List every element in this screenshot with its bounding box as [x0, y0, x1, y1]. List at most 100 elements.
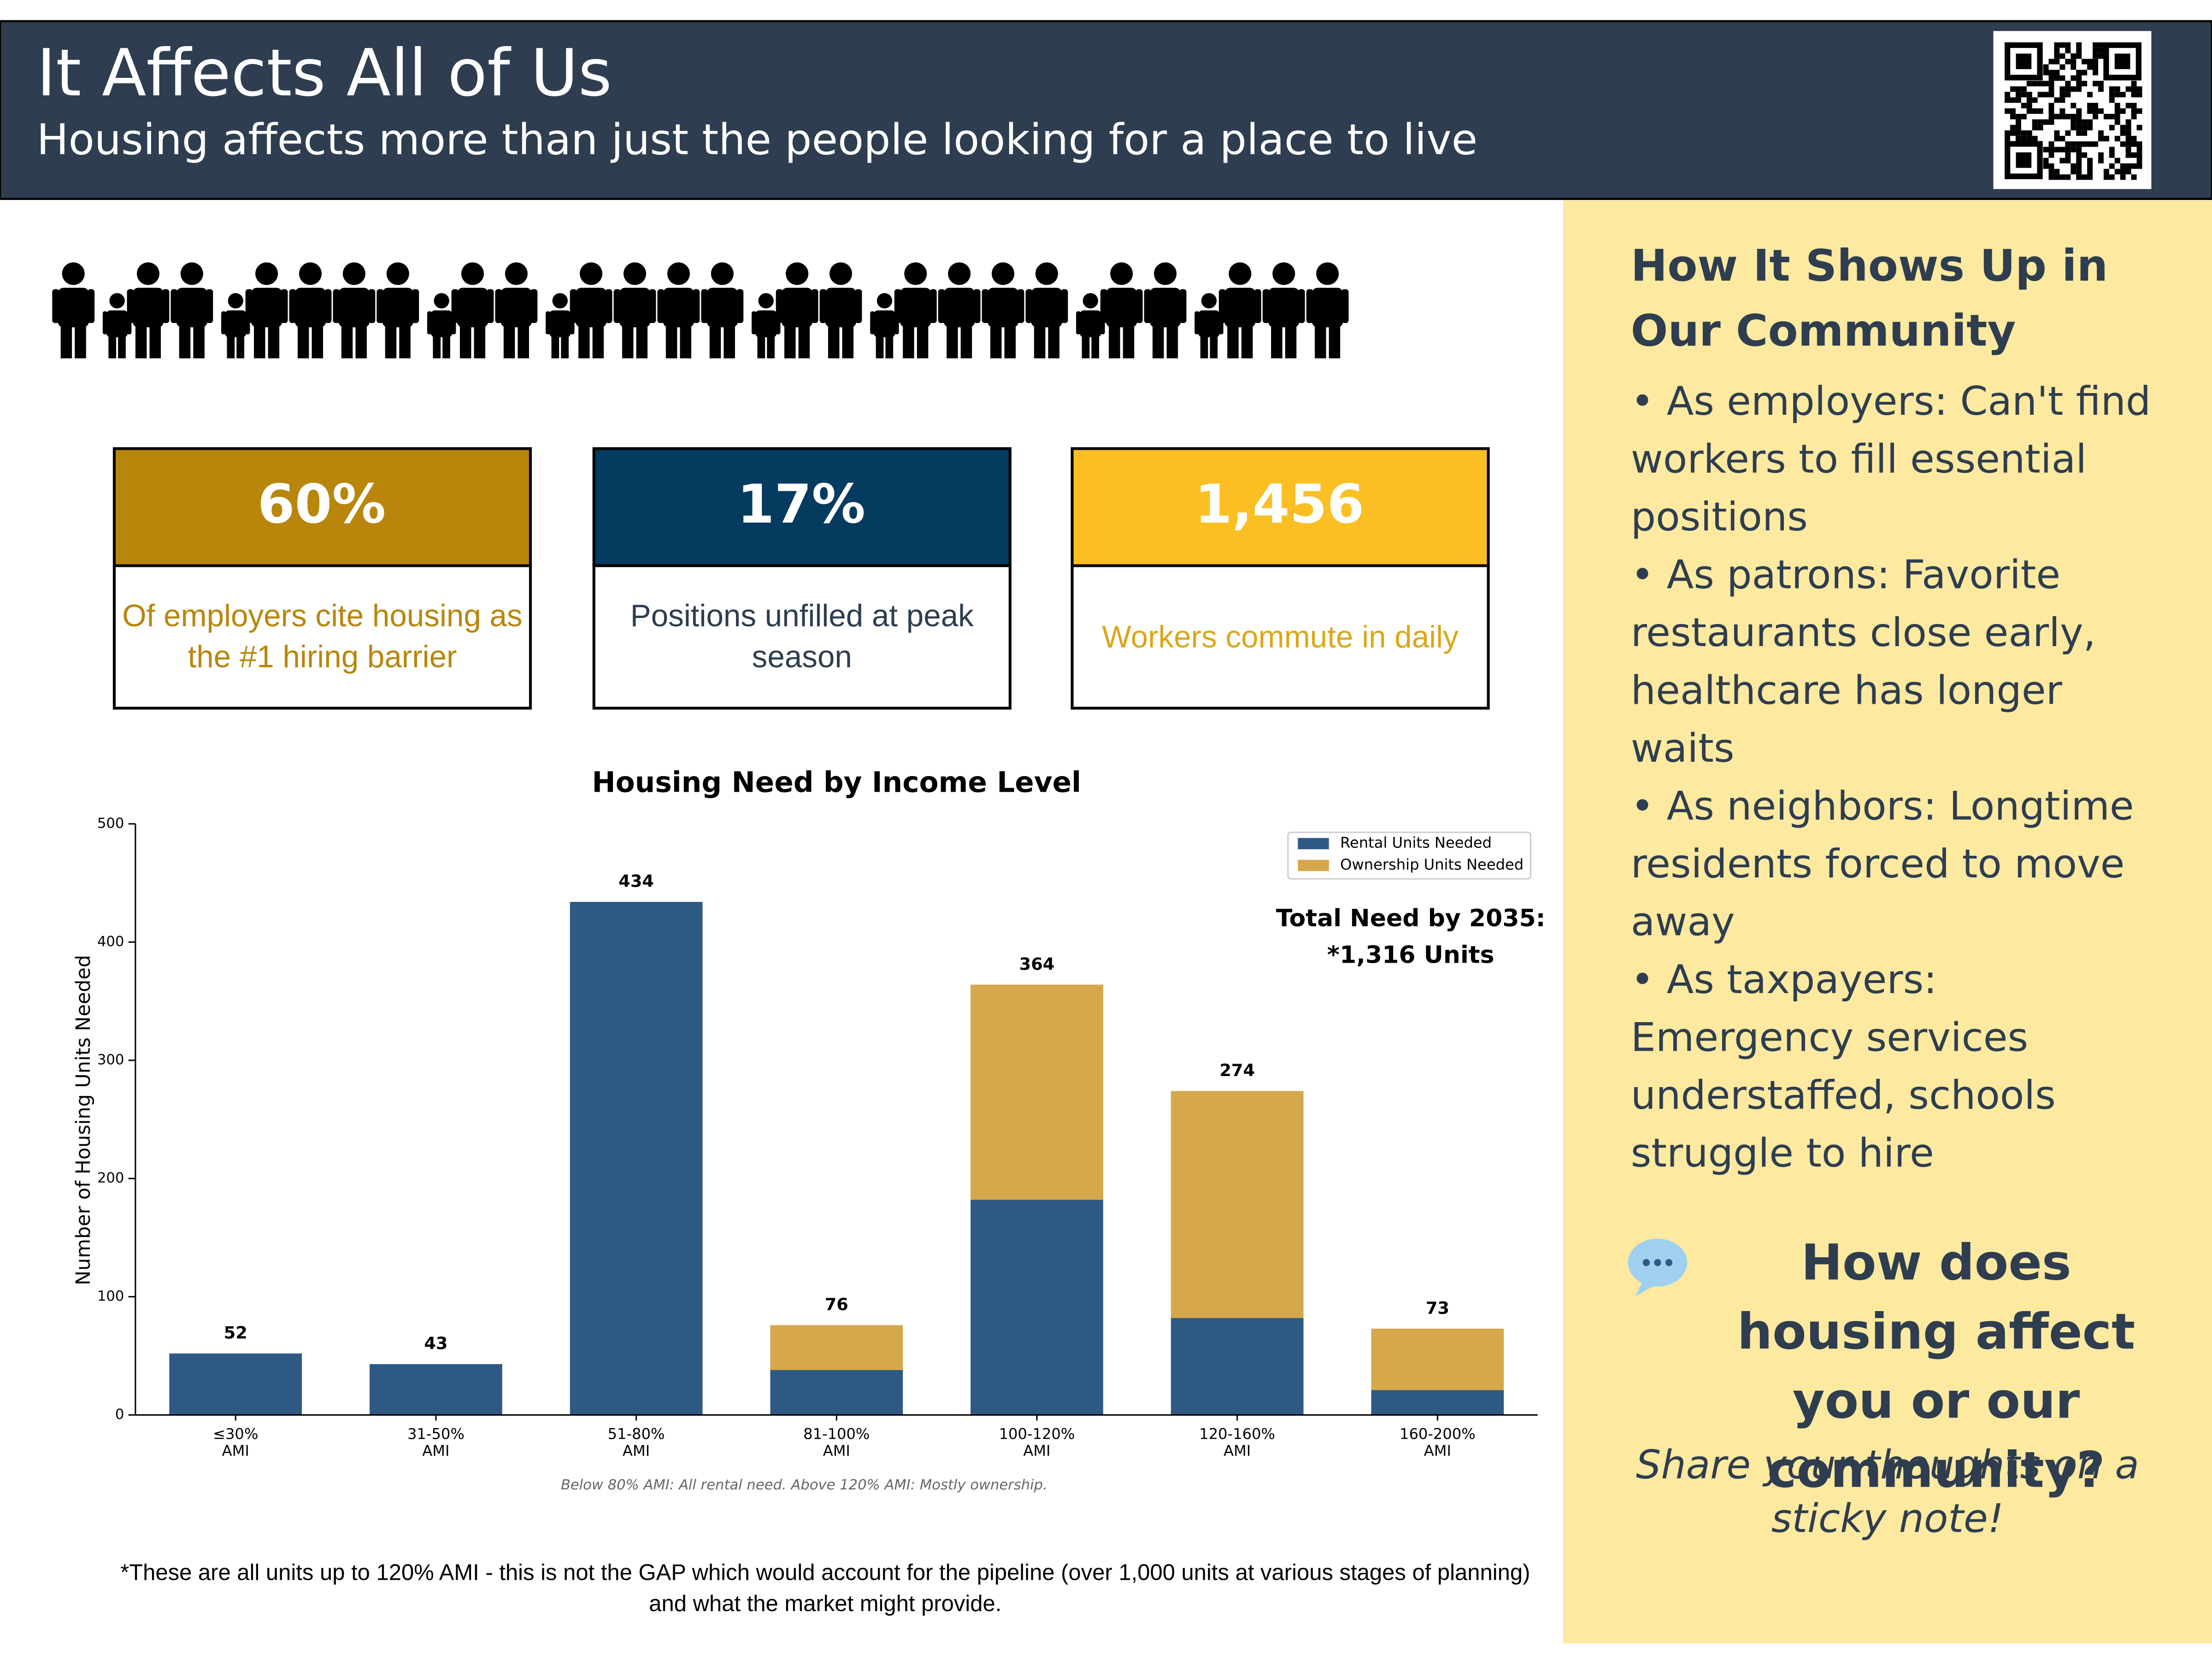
qr-cell [2065, 59, 2071, 65]
qr-cell [2065, 114, 2071, 119]
bar-segment [370, 1364, 502, 1415]
torso [1224, 288, 1256, 328]
qr-cell [2059, 86, 2065, 92]
torso [338, 288, 370, 328]
qr-cell [2048, 70, 2054, 76]
leg [828, 324, 840, 359]
y-tick-label: 0 [115, 1406, 124, 1423]
x-tick-label: 81-100% AMI [803, 1425, 870, 1459]
head [461, 262, 484, 285]
head [1082, 293, 1098, 309]
qr-cell [2043, 147, 2049, 153]
qr-cell [2093, 81, 2098, 87]
qr-cell [2093, 103, 2098, 109]
total-label: 364 [1019, 954, 1055, 974]
torso [1198, 310, 1220, 337]
leg [118, 335, 126, 359]
leg [636, 324, 648, 359]
leg [179, 324, 191, 359]
qr-cell [2010, 114, 2016, 119]
qr-cell [2131, 114, 2137, 119]
arm [1135, 289, 1143, 324]
adult-icon [1144, 262, 1187, 359]
total-label: 43 [424, 1334, 447, 1353]
qr-cell [2093, 53, 2098, 59]
qr-cell [2082, 81, 2088, 87]
arm [368, 289, 376, 324]
qr-cell [2071, 64, 2077, 70]
qr-cell [2120, 124, 2126, 130]
leg [1048, 324, 1059, 359]
torso [225, 310, 247, 337]
leg [1241, 324, 1253, 359]
qr-cell [2082, 141, 2088, 147]
qr-cell [2082, 119, 2088, 125]
qr-cell [2021, 86, 2027, 92]
qr-cell [2048, 147, 2054, 153]
qr-cell [2065, 130, 2071, 136]
qr-cell [2131, 141, 2137, 147]
head [1201, 293, 1217, 309]
torso [987, 288, 1019, 328]
adult-icon [657, 262, 700, 359]
panel-text: How It Shows Up in Our Community • As em… [1631, 234, 2167, 1182]
qr-cell [2054, 53, 2060, 59]
head [992, 262, 1015, 285]
people-row [52, 262, 1349, 359]
card-value: 1,456 [1195, 473, 1365, 535]
qr-cell [2032, 108, 2038, 114]
qr-cell [2131, 163, 2137, 169]
qr-cell [2076, 147, 2082, 153]
arm [973, 289, 981, 324]
qr-cell [2026, 108, 2032, 114]
leg [1091, 335, 1100, 359]
qr-cell [2109, 147, 2115, 153]
y-tick-label: 200 [97, 1170, 124, 1186]
qr-cell [2087, 103, 2093, 109]
head [552, 293, 568, 309]
qr-cell [2087, 169, 2093, 175]
torso [619, 288, 651, 328]
head [1154, 262, 1177, 285]
y-tick-label: 300 [97, 1052, 124, 1068]
bar-segment [770, 1325, 903, 1370]
qr-cell [2059, 174, 2065, 180]
arm [1262, 289, 1270, 324]
arm [333, 289, 340, 324]
qr-cell [2065, 158, 2071, 164]
qr-cell [2114, 169, 2120, 175]
y-tick-label: 100 [97, 1288, 124, 1304]
qr-cell [2120, 141, 2126, 147]
qr-cell [2032, 135, 2038, 141]
leg [757, 335, 765, 359]
bar-segment [1171, 1318, 1304, 1415]
qr-cell [2125, 130, 2131, 136]
qr-cell [2043, 119, 2049, 125]
qr-cell [2076, 47, 2082, 53]
qr-cell [2043, 81, 2049, 87]
qr-cell [2098, 158, 2104, 164]
qr-cell [2021, 92, 2027, 98]
x-tick-label: 100-120% AMI [999, 1425, 1075, 1459]
leg [1210, 335, 1218, 359]
head [505, 262, 528, 285]
legend-box [1287, 831, 1531, 880]
qr-cell [2131, 81, 2137, 87]
head [62, 262, 85, 285]
adult-icon [333, 262, 376, 359]
qr-cell [2065, 81, 2071, 87]
leg [1034, 324, 1046, 359]
adult-icon [1306, 262, 1349, 359]
bullet-list: • As employers: Can't find workers to fi… [1631, 372, 2167, 1182]
qr-cell [2114, 119, 2120, 125]
torso [457, 288, 488, 328]
qr-cell [2005, 108, 2010, 114]
qr-cell [2059, 97, 2065, 103]
qr-cell [2015, 97, 2021, 103]
qr-cell [2065, 147, 2071, 153]
qr-cell [2005, 135, 2010, 141]
qr-cell [2136, 163, 2142, 169]
adult-icon [377, 262, 419, 359]
qr-pattern [2004, 42, 2142, 180]
child-icon [1076, 293, 1105, 359]
